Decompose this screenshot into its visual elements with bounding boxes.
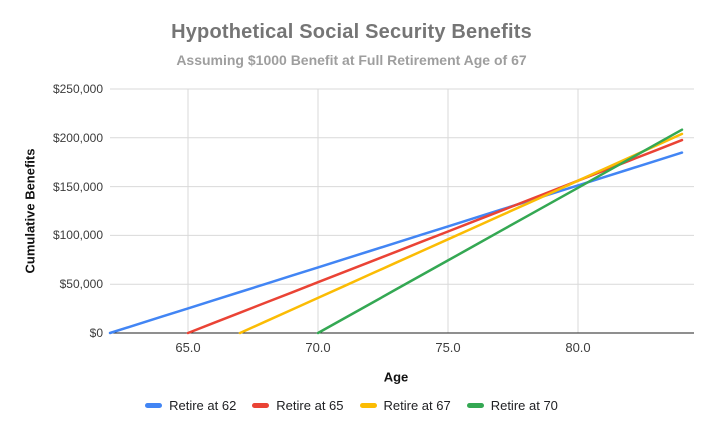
x-axis-title: Age [383, 369, 409, 385]
legend-item-retire-at-65: Retire at 65 [252, 398, 344, 413]
y-tick-label: $250,000 [52, 82, 103, 96]
series-line-retire-at-67 [238, 132, 684, 335]
x-tick-label: 65.0 [175, 340, 201, 355]
legend-label: Retire at 65 [276, 398, 344, 413]
x-tick-label: 80.0 [565, 340, 591, 355]
legend: Retire at 62 Retire at 65 Retire at 67 Reti… [0, 398, 703, 413]
series-line-retire-at-62 [108, 151, 684, 335]
legend-label: Retire at 62 [169, 398, 237, 413]
chart-title: Hypothetical Social Security Benefits [171, 21, 532, 43]
legend-swatch-icon [359, 403, 377, 408]
series-line-retire-at-70 [316, 128, 684, 335]
y-tick-label: $50,000 [59, 277, 103, 292]
x-tick-label: 75.0 [435, 340, 461, 355]
legend-label: Retire at 67 [383, 398, 451, 413]
legend-item-retire-at-67: Retire at 67 [359, 398, 451, 413]
y-tick-label: $100,000 [52, 228, 103, 243]
y-tick-label: $150,000 [52, 179, 103, 194]
y-tick-label: $0 [89, 326, 103, 340]
legend-item-retire-at-62: Retire at 62 [145, 398, 236, 413]
y-tick-label: $200,000 [52, 130, 103, 145]
y-axis-title: Cumulative Benefits [22, 148, 38, 274]
legend-swatch-icon [145, 403, 163, 408]
x-tick-label: 70.0 [305, 340, 331, 355]
chart-subtitle: Assuming $1000 Benefit at Full Retiremen… [176, 52, 527, 68]
legend-swatch-icon [252, 403, 270, 408]
legend-swatch-icon [466, 403, 484, 408]
legend-item-retire-at-70: Retire at 70 [466, 398, 558, 413]
series-line-retire-at-65 [186, 138, 684, 335]
legend-label: Retire at 70 [490, 398, 558, 413]
